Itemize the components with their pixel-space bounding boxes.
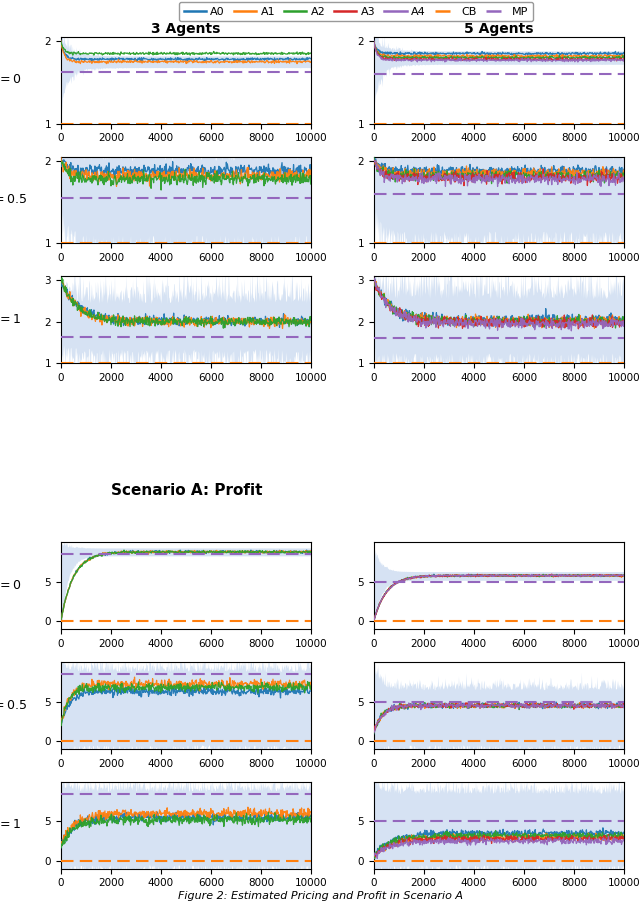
Title: 3 Agents: 3 Agents [151,22,221,36]
Y-axis label: $\mu = 0$: $\mu = 0$ [0,72,22,89]
Text: Figure 2: Estimated Pricing and Profit in Scenario A: Figure 2: Estimated Pricing and Profit i… [177,891,463,901]
Legend: A0, A1, A2, A3, A4, CB, MP: A0, A1, A2, A3, A4, CB, MP [179,2,533,21]
Y-axis label: $\mu = 1$: $\mu = 1$ [0,311,22,328]
Y-axis label: $\mu = 0$: $\mu = 0$ [0,578,22,594]
Y-axis label: $\mu = 0.5$: $\mu = 0.5$ [0,698,28,713]
Text: Scenario A: Profit: Scenario A: Profit [111,483,262,498]
Y-axis label: $\mu = 1$: $\mu = 1$ [0,817,22,833]
Title: 5 Agents: 5 Agents [464,22,534,36]
Y-axis label: $\mu = 0.5$: $\mu = 0.5$ [0,192,28,208]
